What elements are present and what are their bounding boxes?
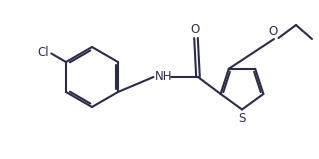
Text: S: S	[238, 112, 246, 125]
Text: NH: NH	[154, 70, 172, 83]
Text: Cl: Cl	[38, 46, 49, 59]
Text: O: O	[268, 25, 278, 38]
Text: O: O	[190, 23, 200, 35]
